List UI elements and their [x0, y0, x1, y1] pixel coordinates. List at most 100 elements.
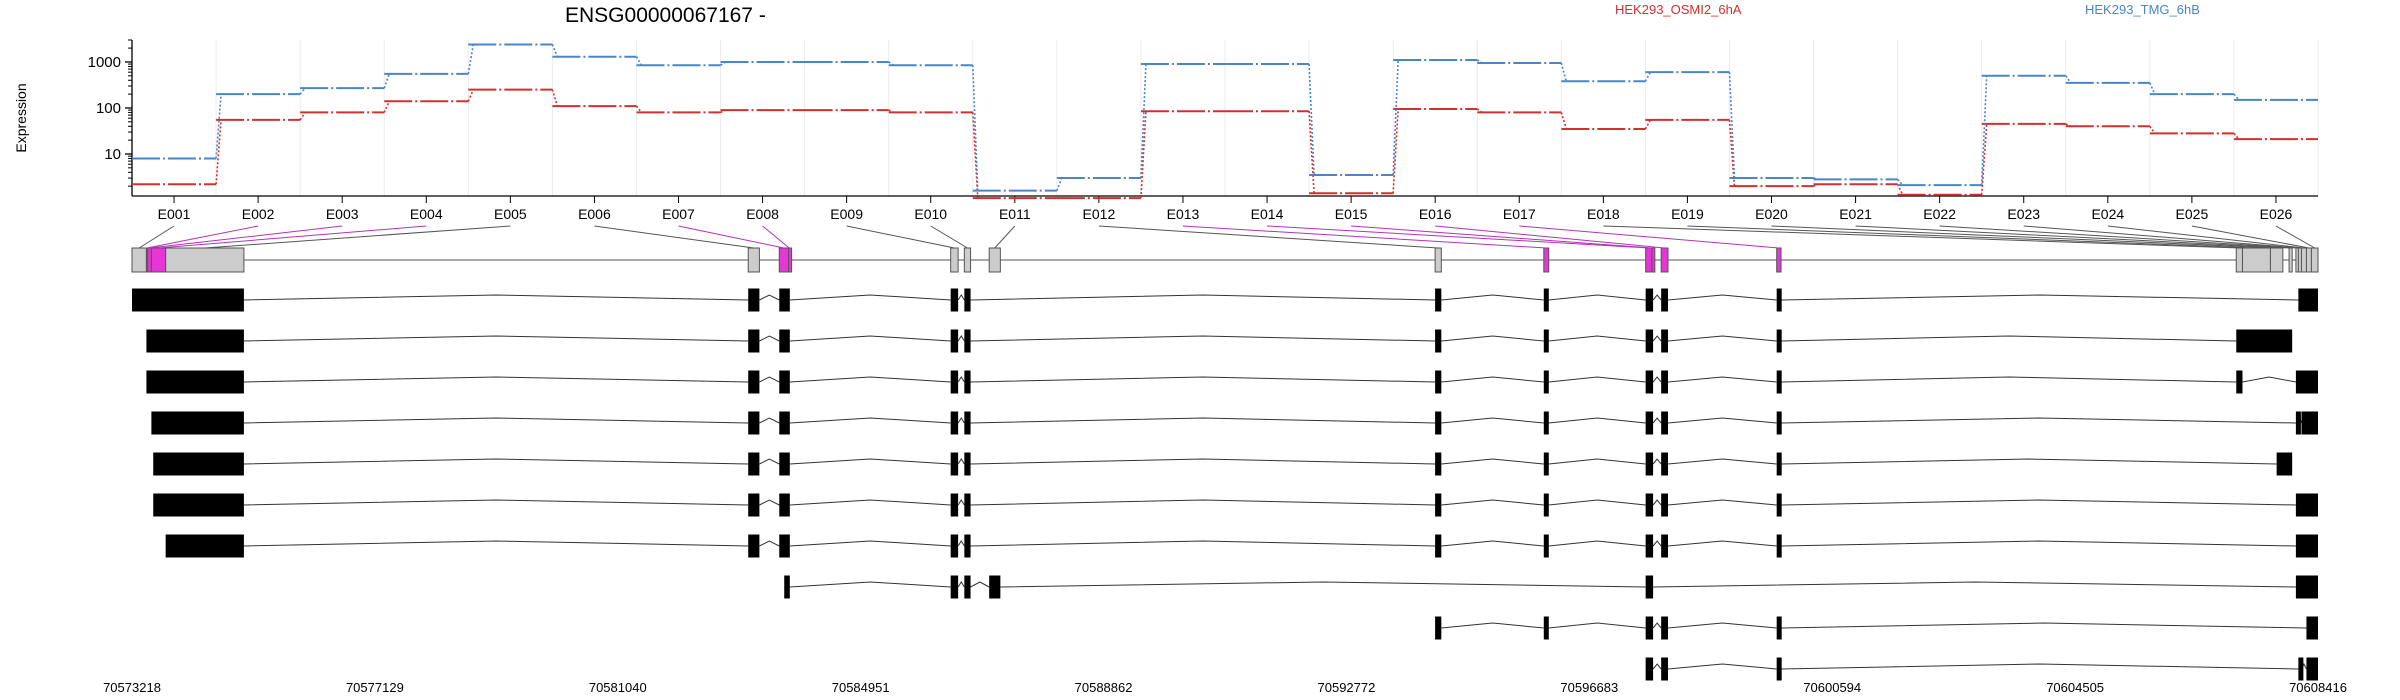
exon-label-e007: E007 [662, 206, 695, 222]
genomic-coordinate-label: 70600594 [1803, 680, 1861, 695]
exon-block [1645, 329, 1654, 353]
exon-block [2306, 616, 2318, 640]
intron [1781, 622, 2307, 629]
exon-block [748, 493, 760, 517]
exon-block [950, 411, 959, 435]
exon-block [1435, 452, 1442, 476]
exon-bin-e013 [1543, 247, 1550, 273]
connector [635, 105, 643, 113]
connector [1140, 111, 1147, 199]
exon-block [2298, 657, 2304, 681]
exon-block [1776, 288, 1782, 312]
exon-bin-e026 [2310, 247, 2319, 273]
y-axis-label: Expression [13, 83, 29, 152]
exon-block [2276, 452, 2293, 476]
exon-label-e024: E024 [2091, 206, 2124, 222]
exon-block [165, 534, 244, 558]
intron [1667, 335, 1777, 342]
genomic-coordinate-label: 70581040 [589, 680, 647, 695]
connector [1728, 72, 1736, 179]
exon-block [748, 288, 760, 312]
exon-block [779, 288, 790, 312]
intron [1652, 622, 1662, 629]
intron [1781, 376, 2237, 383]
exon-block [1776, 616, 1782, 640]
intron [970, 335, 1436, 342]
intron [1548, 335, 1646, 342]
exon-block [964, 575, 971, 599]
exon-block [1776, 534, 1782, 558]
exon-bin-e007 [778, 247, 790, 273]
intron [243, 499, 749, 506]
exon-block [784, 575, 790, 599]
intron [243, 335, 749, 342]
exon-connector-e025 [2191, 225, 2310, 249]
exon-block [1645, 452, 1654, 476]
exon-label-e022: E022 [1923, 206, 1956, 222]
exon-label-e021: E021 [1839, 206, 1872, 222]
exon-label-e020: E020 [1755, 206, 1788, 222]
connector [467, 44, 475, 75]
genomic-coordinate-label: 70592772 [1318, 680, 1376, 695]
chart-title: ENSG00000067167 - [565, 4, 766, 27]
y-tick-label: 100 [96, 100, 121, 117]
intron [1441, 417, 1544, 424]
exon-label-e001: E001 [158, 206, 191, 222]
intron [1781, 540, 2296, 547]
intron [1667, 376, 1777, 383]
connector [635, 56, 643, 66]
intron [1652, 376, 1662, 383]
intron [1441, 499, 1544, 506]
connector [2233, 93, 2240, 101]
genomic-coordinate-label: 70608416 [2289, 680, 2347, 695]
exon-connector-e004 [158, 225, 427, 249]
y-tick-label: 10 [104, 146, 121, 163]
exon-block [2236, 329, 2293, 353]
intron [1548, 376, 1646, 383]
exon-connector-e011 [994, 225, 1016, 249]
exon-connector-e015 [1351, 225, 1653, 249]
exon-block [950, 370, 959, 394]
exon-label-e008: E008 [746, 206, 779, 222]
intron [243, 540, 749, 547]
intron [1441, 294, 1544, 301]
exon-bin-e014 [1645, 247, 1653, 273]
exon-block [1543, 493, 1549, 517]
exon-label-e013: E013 [1167, 206, 1200, 222]
connector [2233, 132, 2240, 140]
intron [1548, 294, 1646, 301]
exon-label-e018: E018 [1587, 206, 1620, 222]
connector [215, 94, 222, 159]
intron [1652, 499, 1662, 506]
intron [1781, 458, 2277, 465]
exon-block [2295, 411, 2301, 435]
intron [243, 458, 749, 465]
intron [1548, 458, 1646, 465]
intron [789, 458, 951, 465]
intron [1667, 663, 1777, 670]
genomic-coordinate-label: 70604505 [2046, 680, 2104, 695]
exon-connector-e007 [678, 225, 785, 249]
exon-connector-e003 [149, 225, 343, 249]
exon-label-e025: E025 [2176, 206, 2209, 222]
exon-block [1543, 411, 1549, 435]
connector [1560, 62, 1568, 82]
exon-block [1543, 329, 1549, 353]
intron [243, 294, 749, 301]
exon-block [1645, 575, 1654, 599]
exon-bin-e019 [2241, 247, 2271, 273]
exon-block [950, 288, 959, 312]
exon-block [1435, 493, 1442, 517]
exon-block [779, 370, 790, 394]
exon-connector-e022 [1939, 225, 2298, 249]
transcript-9 [1435, 616, 2318, 640]
exon-block [1543, 452, 1549, 476]
exon-block [1661, 493, 1669, 517]
transcript-6 [153, 493, 2318, 517]
connector [1897, 178, 1904, 186]
exon-label-e006: E006 [578, 206, 611, 222]
intron [957, 417, 965, 424]
exon-bin-e006 [747, 247, 760, 273]
exon-connector-e024 [2107, 225, 2305, 249]
